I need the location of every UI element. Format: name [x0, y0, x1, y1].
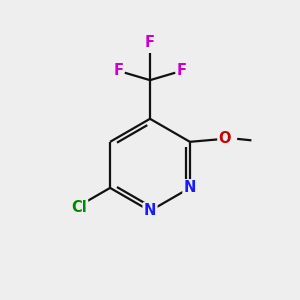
Text: N: N: [184, 180, 196, 195]
Text: Cl: Cl: [71, 200, 87, 215]
Text: O: O: [218, 131, 231, 146]
Text: N: N: [144, 203, 156, 218]
Text: F: F: [113, 63, 123, 78]
Text: N: N: [184, 180, 196, 195]
Text: N: N: [144, 203, 156, 218]
Text: F: F: [145, 35, 155, 50]
Text: F: F: [177, 63, 187, 78]
